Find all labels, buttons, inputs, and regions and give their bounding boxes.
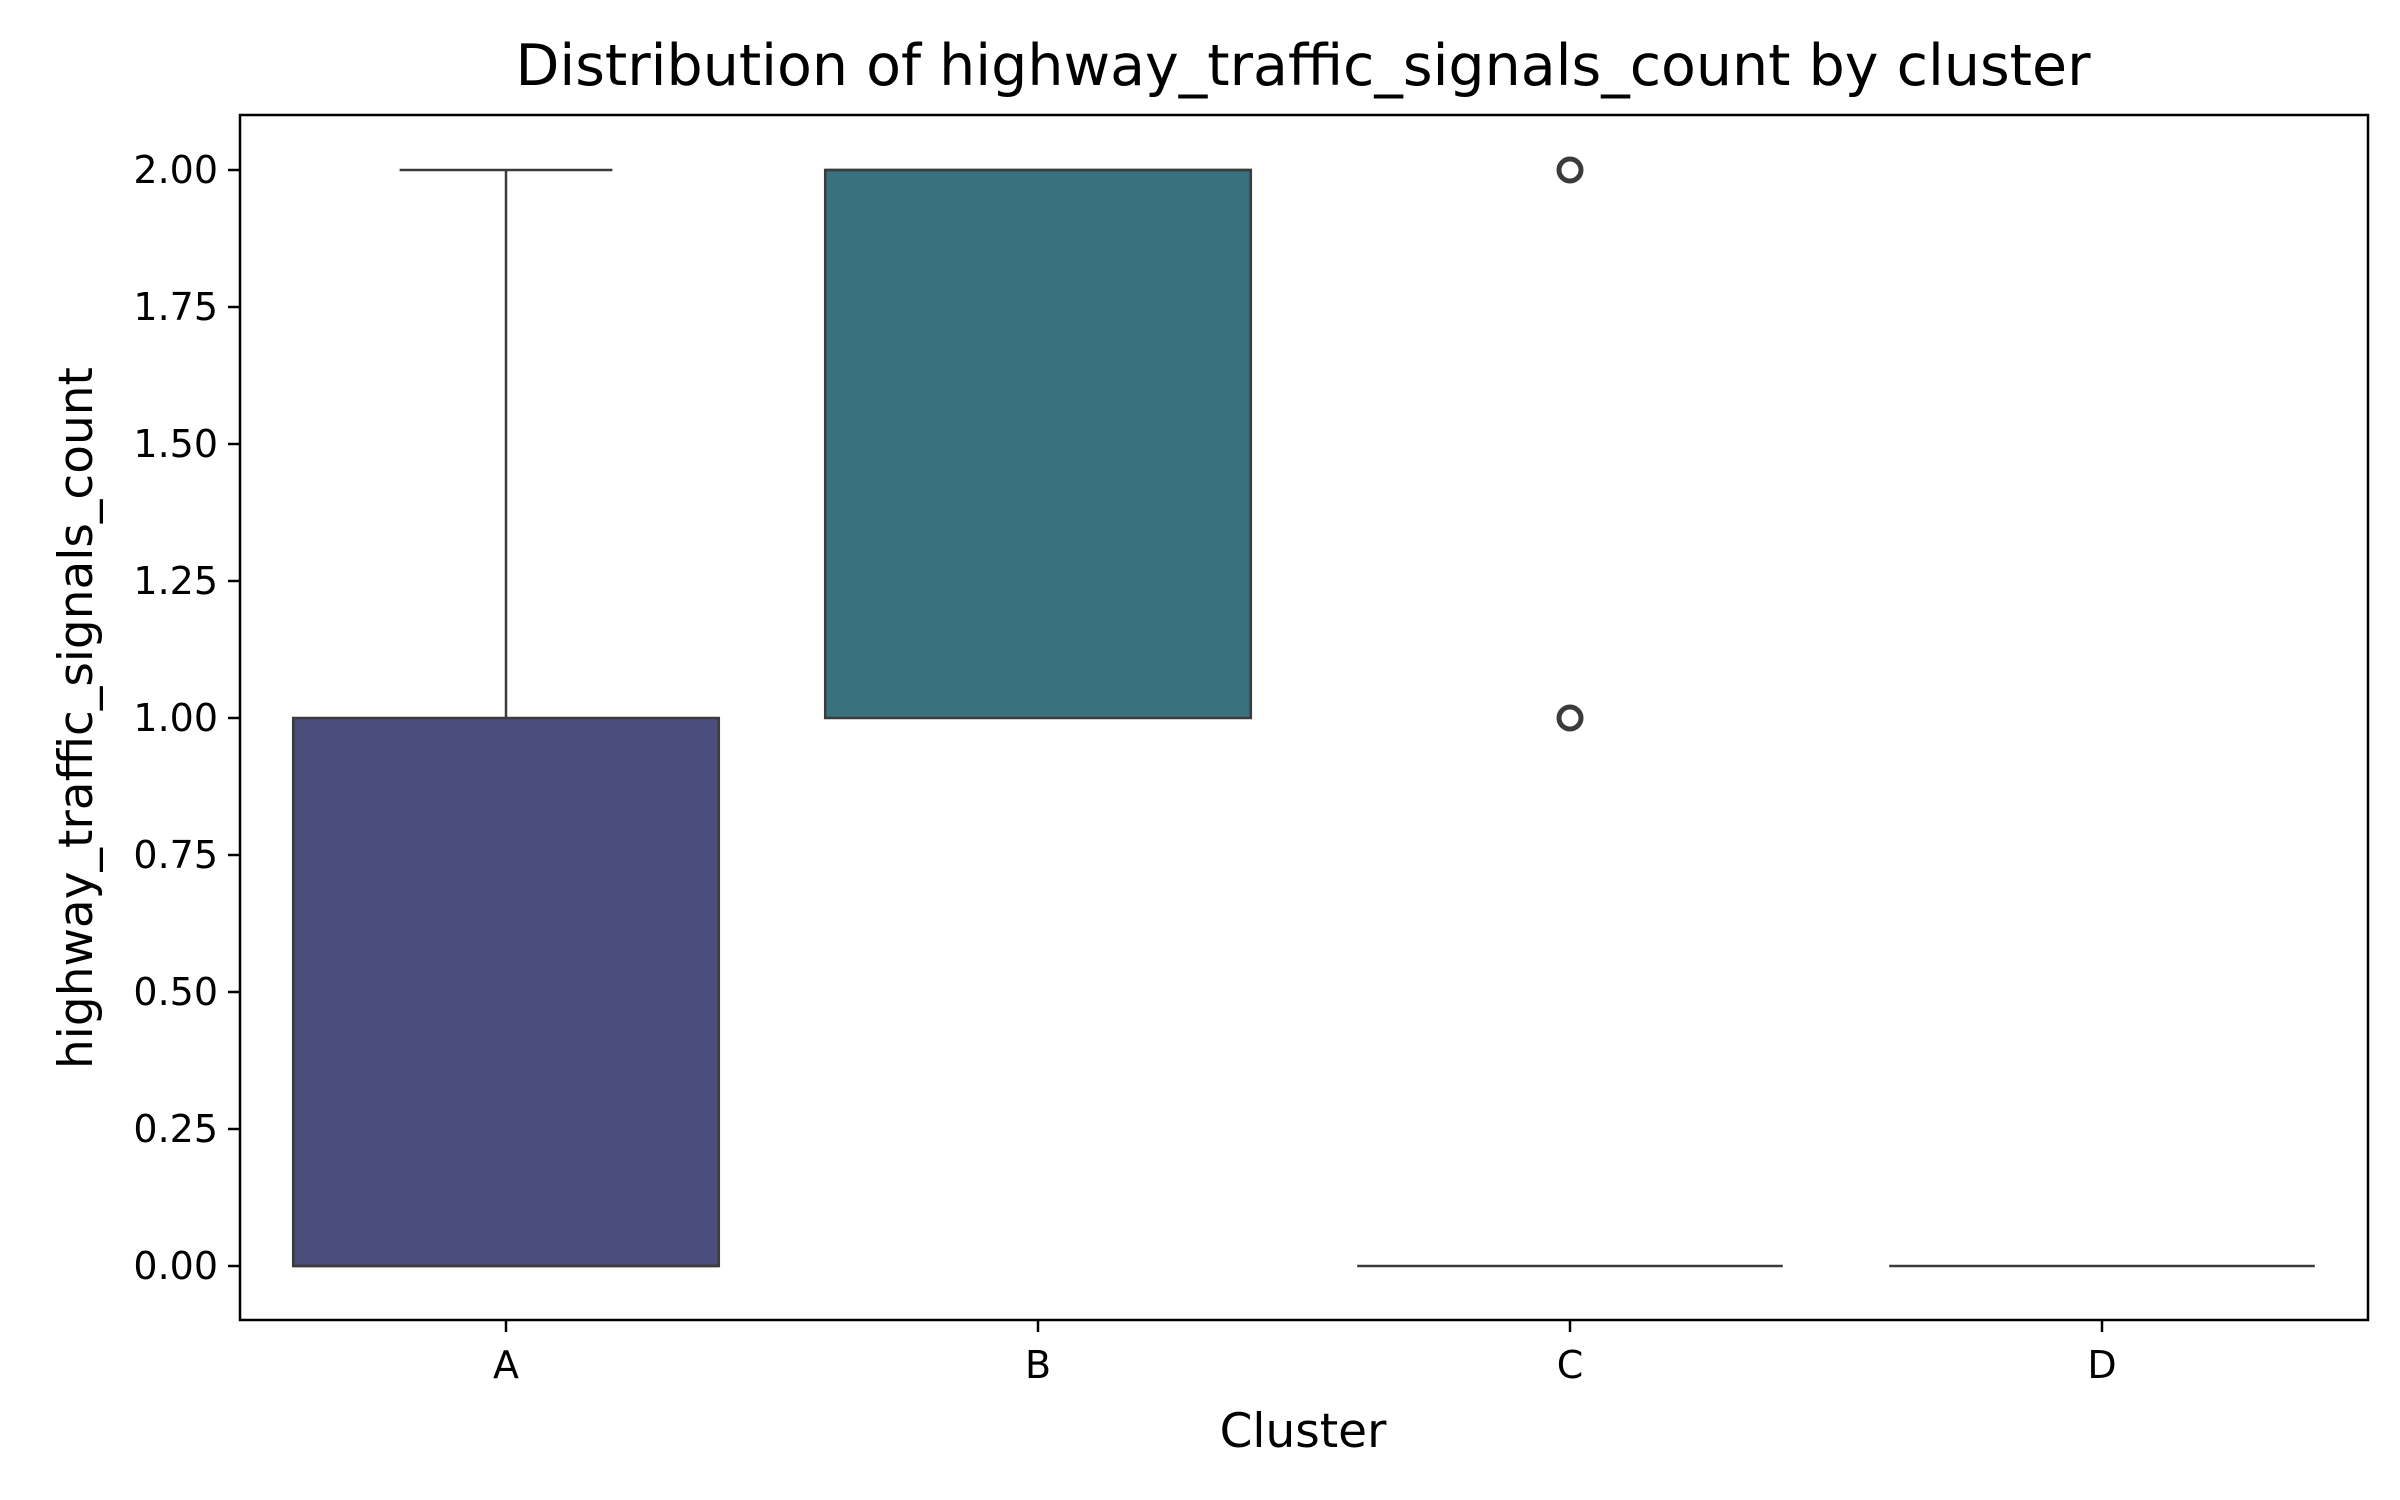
box-a (291, 168, 721, 1268)
y-tick-label: 0.00 (133, 1244, 218, 1288)
x-tick-label: C (1557, 1343, 1584, 1387)
x-tick-label: A (493, 1343, 519, 1387)
y-tick-label: 1.00 (133, 696, 218, 740)
x-axis: A B C D (493, 1320, 2117, 1387)
box-b (823, 168, 1253, 720)
y-tick-label: 0.25 (133, 1107, 218, 1151)
box-body (291, 716, 721, 1268)
x-tick-label: D (2087, 1343, 2116, 1387)
outlier-point (1556, 156, 1584, 184)
x-axis-label: Cluster (1220, 1404, 1387, 1459)
y-tick-label: 1.25 (133, 559, 218, 603)
box-c (1357, 156, 1783, 1268)
outlier-point (1556, 704, 1584, 732)
y-tick-label: 1.50 (133, 422, 218, 466)
plot-area (291, 156, 2315, 1268)
y-axis: 0.00 0.25 0.50 0.75 1.00 1.25 1.50 1.75 2.00 (133, 148, 240, 1288)
y-tick-label: 1.75 (133, 285, 218, 329)
y-tick-label: 0.50 (133, 970, 218, 1014)
x-tick-label: B (1025, 1343, 1051, 1387)
chart-title: Distribution of highway_traffic_signals_… (515, 33, 2091, 99)
box-body (823, 168, 1253, 720)
y-tick-label: 0.75 (133, 833, 218, 877)
y-tick-label: 2.00 (133, 148, 218, 192)
y-axis-label: highway_traffic_signals_count (49, 367, 104, 1069)
